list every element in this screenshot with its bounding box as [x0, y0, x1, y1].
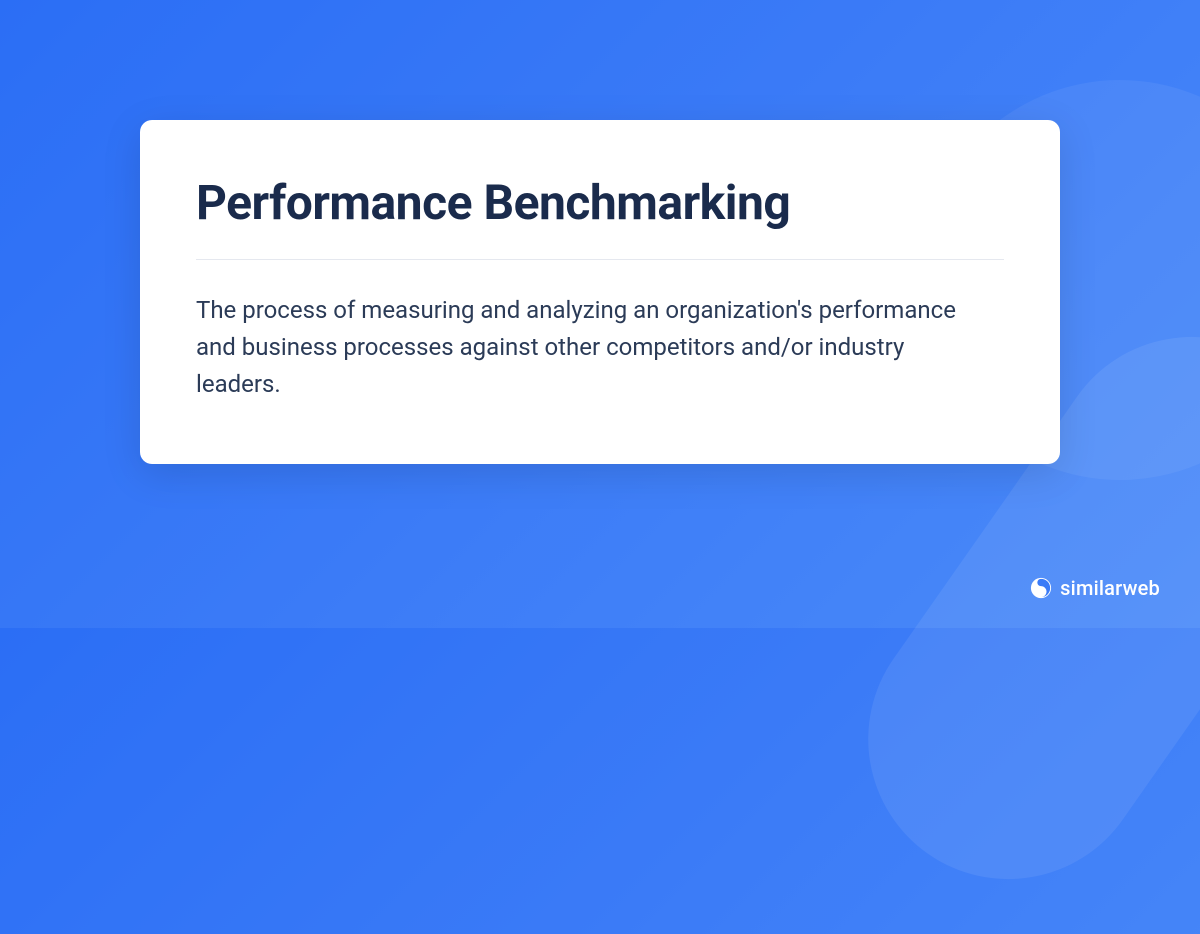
card-title: Performance Benchmarking	[196, 174, 1004, 231]
card-description: The process of measuring and analyzing a…	[196, 292, 956, 404]
definition-card: Performance Benchmarking The process of …	[140, 120, 1060, 464]
brand-name: similarweb	[1060, 576, 1160, 600]
similarweb-icon	[1030, 577, 1052, 599]
divider	[196, 259, 1004, 260]
brand-logo: similarweb	[1030, 576, 1160, 600]
